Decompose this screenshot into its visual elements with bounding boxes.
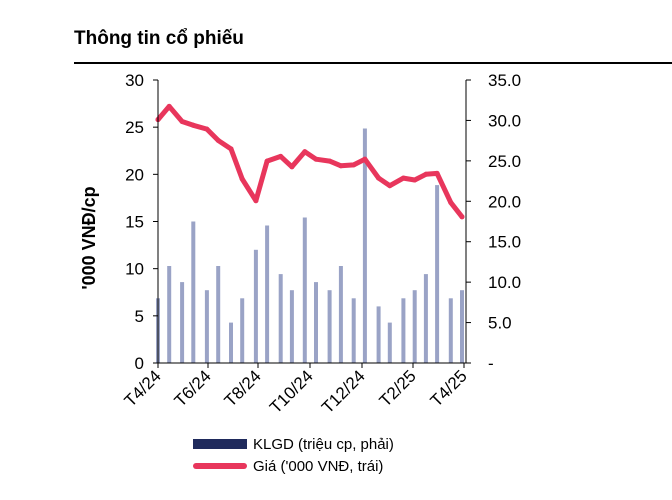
legend-item-volume: KLGD (triệu cp, phải) xyxy=(193,433,394,455)
page-title: Thông tin cổ phiếu xyxy=(74,28,244,49)
left-tick-label: 10 xyxy=(125,260,144,279)
right-tick-label: 35.0 xyxy=(488,71,521,90)
legend-swatch-volume xyxy=(193,439,247,449)
volume-bar xyxy=(278,274,283,363)
price-point xyxy=(302,149,308,155)
price-line-layer xyxy=(155,103,465,220)
price-point xyxy=(459,214,465,220)
x-tick-label: T12/24 xyxy=(318,366,369,417)
volume-bar xyxy=(216,266,221,363)
volume-bar xyxy=(302,217,307,363)
price-point xyxy=(412,177,418,183)
volume-bar xyxy=(351,298,356,363)
volume-bar xyxy=(240,298,245,363)
legend-swatch-price xyxy=(193,463,247,469)
volume-bar xyxy=(229,322,233,363)
left-tick-label: 0 xyxy=(135,354,144,373)
legend-label-price: Giá ('000 VNĐ, trái) xyxy=(253,457,384,475)
left-tick-label: 5 xyxy=(135,307,144,326)
volume-bar xyxy=(423,274,428,363)
x-tick-label: T6/24 xyxy=(171,366,215,410)
price-point xyxy=(264,158,270,164)
price-point xyxy=(179,119,185,124)
volume-bar xyxy=(167,266,172,363)
legend-item-price: Giá ('000 VNĐ, trái) xyxy=(193,455,394,477)
price-point xyxy=(190,122,196,128)
price-line xyxy=(155,103,465,220)
price-point xyxy=(351,162,357,168)
volume-bar xyxy=(289,290,294,363)
chart-legend: KLGD (triệu cp, phải) Giá ('000 VNĐ, trá… xyxy=(193,433,394,477)
x-tick-label: T10/24 xyxy=(266,366,317,417)
right-tick-label: 5.0 xyxy=(488,314,512,333)
volume-bar xyxy=(435,185,440,363)
right-tick-label: 15.0 xyxy=(488,233,521,252)
right-tick-label: 20.0 xyxy=(488,192,521,211)
volume-bar xyxy=(314,282,318,363)
volume-bar xyxy=(376,306,381,363)
price-point xyxy=(448,200,454,206)
price-point xyxy=(204,126,210,132)
price-point xyxy=(278,153,284,159)
price-point xyxy=(253,198,259,204)
left-tick-label: 30 xyxy=(125,71,144,90)
volume-bar xyxy=(204,290,209,363)
right-tick-label: 10.0 xyxy=(488,273,521,292)
price-point xyxy=(327,158,333,164)
x-tick-label: T4/25 xyxy=(427,366,471,410)
volume-bar xyxy=(338,266,343,363)
volume-bar xyxy=(180,282,185,363)
volume-bar xyxy=(265,225,270,363)
volume-bar xyxy=(327,290,332,363)
price-point xyxy=(313,156,319,162)
price-point xyxy=(239,176,245,182)
price-point xyxy=(166,103,172,109)
price-point xyxy=(338,163,344,169)
right-tick-label: 25.0 xyxy=(488,152,521,171)
volume-bar xyxy=(412,290,417,363)
price-point xyxy=(362,156,368,162)
volume-bar xyxy=(387,322,392,363)
price-point xyxy=(434,170,440,176)
volume-bar xyxy=(460,290,464,363)
price-point xyxy=(423,171,429,177)
price-point xyxy=(387,183,393,189)
price-point xyxy=(400,175,406,181)
left-tick-label: 25 xyxy=(125,118,144,137)
volume-bar xyxy=(253,249,258,363)
price-point xyxy=(228,146,234,152)
legend-label-volume: KLGD (triệu cp, phải) xyxy=(253,435,394,453)
volume-bar xyxy=(362,128,367,363)
price-point xyxy=(376,175,382,181)
volume-bars xyxy=(156,128,464,363)
chart-axes xyxy=(153,79,471,368)
volume-bar xyxy=(191,221,196,363)
left-axis-label: '000 VNĐ/cp xyxy=(79,186,99,289)
title-divider xyxy=(74,62,672,64)
right-tick-label: 30.0 xyxy=(488,111,521,130)
right-tick-label: - xyxy=(488,354,494,373)
x-tick-label: T4/24 xyxy=(121,366,165,410)
x-tick-label: T8/24 xyxy=(221,366,265,410)
volume-bar xyxy=(401,298,406,363)
left-tick-label: 15 xyxy=(125,213,144,232)
left-tick-label: 20 xyxy=(125,165,144,184)
x-tick-label: T2/25 xyxy=(376,366,420,410)
volume-bar xyxy=(448,298,453,363)
price-point xyxy=(215,137,221,143)
price-point xyxy=(289,164,295,170)
